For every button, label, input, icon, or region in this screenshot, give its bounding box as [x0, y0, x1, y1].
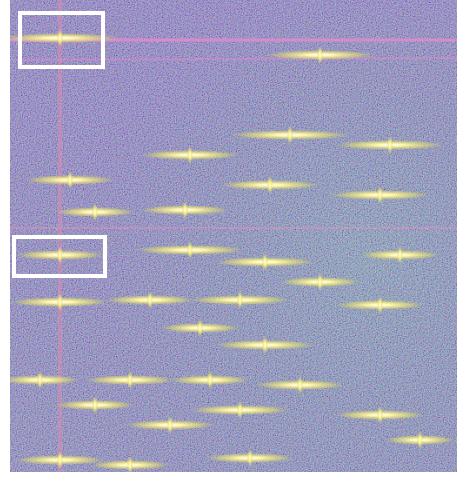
streak-core — [317, 46, 323, 64]
streak-core — [247, 449, 253, 467]
streak-core — [167, 416, 173, 434]
streak-core — [57, 29, 63, 47]
streak-core — [377, 406, 383, 424]
streak-core — [37, 371, 43, 389]
streak-core — [67, 171, 73, 189]
image — [0, 0, 457, 480]
streak-core — [182, 201, 188, 219]
streak-core — [262, 253, 268, 271]
streak-core — [262, 336, 268, 354]
streak-core — [417, 431, 423, 449]
streak-core — [187, 146, 193, 164]
streak-core — [197, 319, 203, 337]
streak-core — [92, 203, 98, 221]
streak-core — [187, 241, 193, 259]
streak-core — [57, 451, 63, 469]
streak-core — [127, 456, 133, 474]
streak-core — [287, 126, 293, 144]
streak-core — [267, 176, 273, 194]
streak-core — [377, 296, 383, 314]
streak-core — [147, 291, 153, 309]
page: (() => { const g = document.getElementBy… — [0, 0, 457, 480]
streak-core — [57, 246, 63, 264]
streak-core — [92, 396, 98, 414]
streak-core — [207, 371, 213, 389]
streak-core — [377, 186, 383, 204]
streak-core — [57, 293, 63, 311]
streak-core — [397, 246, 403, 264]
streak-core — [127, 371, 133, 389]
streak-core — [387, 136, 393, 154]
streak-core — [317, 273, 323, 291]
streak-core — [237, 291, 243, 309]
streak-core — [297, 376, 303, 394]
streak-core — [237, 401, 243, 419]
